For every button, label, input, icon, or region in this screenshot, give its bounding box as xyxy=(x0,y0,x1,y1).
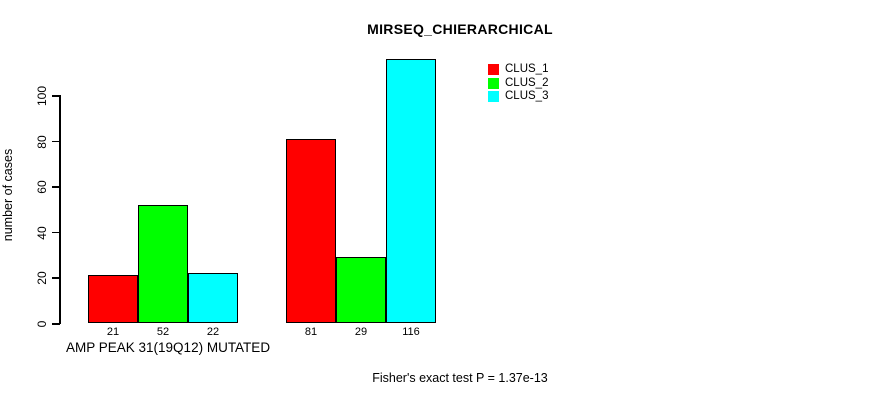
y-axis-tick-label: 100 xyxy=(35,86,49,107)
y-axis-tick xyxy=(52,186,60,188)
bar-clus_2-group2 xyxy=(336,256,386,323)
y-axis-tick xyxy=(52,231,60,234)
chart-title: MIRSEQ_CHIERARCHICAL xyxy=(367,21,553,37)
bar-value-label: 81 xyxy=(304,326,318,338)
legend: CLUS_1 CLUS_2 CLUS_3 xyxy=(488,63,549,105)
bar-clus_2-group1 xyxy=(138,204,188,323)
y-axis-label: number of cases xyxy=(1,148,15,242)
bar-clus_3-group1 xyxy=(188,272,238,323)
bar-clus_1-group2 xyxy=(286,138,336,323)
legend-label: CLUS_3 xyxy=(505,90,549,102)
legend-label: CLUS_2 xyxy=(505,76,549,89)
y-axis-tick xyxy=(52,95,60,97)
y-axis-line xyxy=(59,95,61,325)
legend-swatch-icon xyxy=(488,64,499,75)
legend-swatch-icon xyxy=(488,91,499,102)
bar-value-label: 52 xyxy=(156,326,170,338)
bar-clus_1-group1 xyxy=(88,275,138,323)
bar-value-label: 116 xyxy=(402,326,420,338)
x-axis-label: AMP PEAK 31(19Q12) MUTATED xyxy=(66,340,271,355)
y-axis-tick xyxy=(52,140,60,143)
bar-value-label: 29 xyxy=(354,326,368,338)
fisher-test-annotation: Fisher's exact test P = 1.37e-13 xyxy=(372,371,548,385)
bar-clus_3-group2 xyxy=(386,58,436,323)
y-axis-tick xyxy=(52,323,60,325)
legend-item-clus_1: CLUS_1 xyxy=(488,63,549,75)
bar-value-label: 22 xyxy=(206,326,220,338)
legend-label: CLUS_1 xyxy=(505,63,549,75)
legend-swatch-icon xyxy=(488,77,499,89)
legend-item-clus_2: CLUS_2 xyxy=(488,76,549,89)
legend-item-clus_3: CLUS_3 xyxy=(488,90,549,102)
y-axis-tick xyxy=(52,277,60,279)
bar-value-label: 21 xyxy=(106,326,120,338)
